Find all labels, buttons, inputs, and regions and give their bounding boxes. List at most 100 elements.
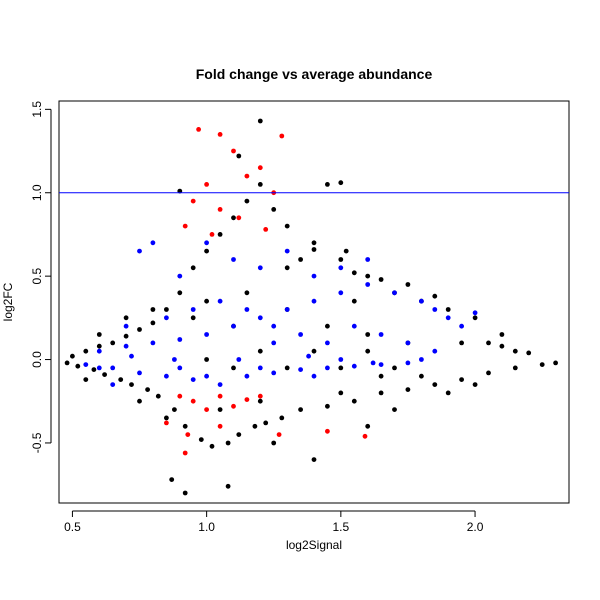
- data-point: [311, 240, 317, 246]
- data-point: [177, 393, 183, 399]
- data-point: [83, 348, 89, 354]
- data-point: [539, 362, 545, 367]
- data-point: [110, 382, 116, 387]
- data-point: [244, 173, 250, 179]
- data-point: [204, 248, 210, 254]
- data-point: [182, 490, 188, 496]
- data-point: [365, 257, 371, 262]
- data-point: [96, 343, 102, 349]
- data-point: [486, 370, 491, 376]
- data-point: [472, 382, 478, 387]
- data-point: [257, 182, 263, 187]
- data-point: [459, 377, 464, 382]
- data-point: [164, 420, 169, 426]
- data-point: [392, 365, 397, 371]
- data-point: [405, 387, 411, 392]
- data-point: [244, 307, 250, 312]
- data-point: [338, 290, 344, 296]
- data-point: [472, 310, 478, 316]
- data-point: [370, 360, 376, 366]
- data-point: [445, 307, 451, 312]
- data-point: [177, 337, 183, 342]
- data-point: [252, 423, 258, 429]
- data-point: [83, 377, 89, 382]
- data-point: [338, 257, 344, 262]
- data-point: [204, 373, 210, 379]
- data-point: [231, 403, 236, 409]
- data-point: [325, 182, 330, 187]
- data-point: [257, 398, 263, 404]
- data-point: [244, 198, 250, 204]
- data-point: [204, 240, 210, 246]
- data-point: [298, 332, 303, 337]
- data-point: [419, 373, 424, 379]
- data-point: [472, 315, 478, 321]
- data-point: [338, 357, 344, 362]
- data-point: [75, 363, 81, 369]
- data-point: [217, 407, 223, 412]
- data-point: [445, 390, 451, 396]
- data-point: [486, 340, 491, 346]
- data-point: [257, 118, 263, 124]
- data-point: [271, 207, 277, 212]
- data-point: [284, 248, 290, 254]
- data-point: [325, 340, 330, 346]
- plot-border: [58, 100, 570, 504]
- data-point: [419, 298, 424, 304]
- y-tick-label: 0.0: [30, 351, 44, 368]
- data-point: [512, 365, 518, 371]
- y-tick-label: -0.5: [30, 432, 44, 453]
- data-point: [311, 298, 317, 304]
- data-point: [231, 215, 236, 221]
- data-point: [378, 362, 384, 367]
- data-point: [311, 273, 317, 279]
- data-point: [284, 265, 290, 271]
- data-point: [217, 207, 223, 212]
- data-point: [217, 232, 223, 237]
- axes: 0.5 1.0 1.5 2.0 -0.5 0.0 0.5 1.0 1.5: [30, 101, 484, 534]
- data-point: [378, 373, 384, 379]
- data-point: [231, 257, 236, 262]
- data-point: [284, 223, 290, 229]
- data-point: [244, 397, 250, 402]
- data-point: [325, 323, 330, 329]
- data-point: [70, 353, 75, 359]
- data-point: [419, 357, 424, 362]
- data-point: [217, 298, 223, 304]
- data-point: [311, 247, 317, 252]
- data-point: [150, 320, 156, 326]
- data-point: [198, 437, 204, 442]
- data-point: [96, 332, 102, 337]
- data-point: [338, 390, 344, 396]
- data-point: [164, 415, 169, 421]
- data-point: [284, 307, 290, 312]
- data-point: [123, 333, 129, 339]
- data-point: [499, 343, 505, 349]
- data-point: [325, 403, 330, 409]
- data-point: [351, 270, 357, 276]
- y-axis-label: log2FC: [1, 282, 15, 321]
- data-point: [244, 290, 250, 296]
- data-point: [236, 153, 242, 159]
- data-point: [325, 365, 330, 371]
- data-point: [177, 290, 183, 296]
- data-point: [512, 348, 518, 354]
- data-point: [405, 360, 411, 366]
- data-point: [164, 307, 169, 312]
- data-point: [172, 357, 177, 362]
- data-point: [553, 360, 558, 366]
- data-point: [129, 353, 134, 359]
- data-point: [378, 277, 384, 282]
- data-point: [257, 265, 263, 271]
- data-point: [209, 443, 215, 449]
- data-point: [164, 315, 169, 321]
- data-point: [459, 340, 464, 346]
- data-point: [217, 132, 223, 137]
- data-point: [190, 198, 196, 204]
- data-point: [182, 423, 188, 429]
- data-point: [271, 440, 277, 446]
- points-layer: [64, 118, 558, 496]
- data-point: [432, 348, 438, 354]
